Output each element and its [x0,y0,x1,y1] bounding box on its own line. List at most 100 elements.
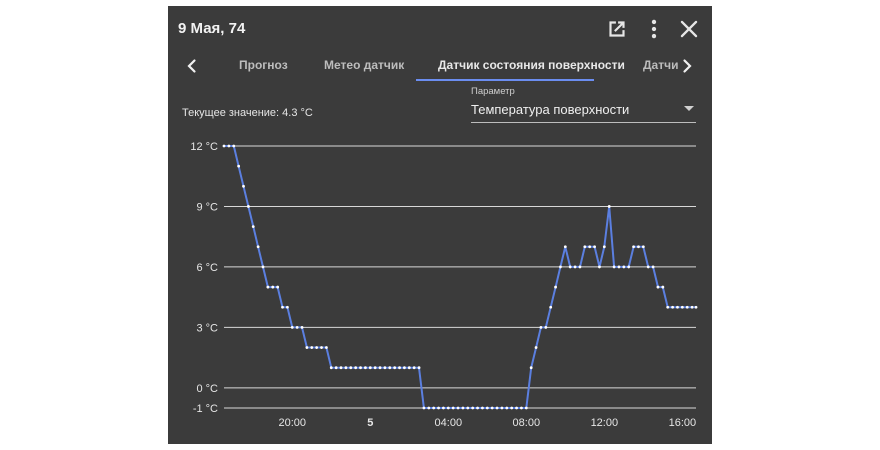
data-point [276,285,280,289]
data-point [598,265,601,269]
data-point [568,265,572,269]
data-point [505,406,509,410]
data-point [339,366,343,370]
data-point [368,366,372,370]
data-point [578,265,582,269]
y-tick-label: 0 °C [196,383,218,395]
data-point [666,305,670,309]
x-tick-label: 5 [367,417,373,429]
x-tick-label: 12:00 [591,417,619,429]
data-point [256,245,260,249]
tab-bar: Прогноз Метео датчик Датчик состояния по… [168,50,712,82]
data-point [271,285,275,289]
data-point [490,406,494,410]
tab-scroll-right-button[interactable] [679,58,695,74]
more-button[interactable] [641,16,667,42]
data-point [237,164,241,168]
data-point [246,205,250,208]
data-point [500,406,504,410]
active-tab-indicator [416,79,594,81]
data-point [515,406,518,410]
data-point [266,285,270,289]
chevron-left-icon [187,59,196,73]
data-point [427,406,431,410]
data-point [432,406,436,410]
data-point [602,245,606,249]
data-point [359,366,362,370]
data-point [554,285,557,289]
more-vert-icon [651,19,657,39]
tab-weather-sensor[interactable]: Метео датчик [324,58,405,72]
open-external-button[interactable] [604,16,630,42]
data-point [461,406,465,410]
data-point [510,406,514,410]
data-point [305,346,309,349]
data-point [320,346,323,349]
data-point [690,305,694,309]
data-point [422,406,426,410]
tab-surface-sensor[interactable]: Датчик состояния поверхности [438,58,625,72]
data-point [310,346,314,349]
data-point [451,406,455,410]
data-point [417,366,421,370]
tab-scroll-left-button[interactable] [184,58,200,74]
data-point [373,366,377,370]
chevron-right-icon [683,59,692,73]
y-tick-label: -1 °C [193,403,218,415]
data-point [661,285,665,289]
data-point [354,366,358,370]
tab-sensor-truncated[interactable]: Датчик [643,58,679,72]
data-point [559,265,562,269]
dialog-title: 9 Мая, 74 [178,20,246,37]
data-point [251,225,255,229]
data-point [471,406,475,410]
data-point [588,245,592,249]
x-tick-label: 04:00 [435,417,463,429]
data-point [481,406,484,410]
data-point [646,265,650,269]
parameter-select-value: Температура поверхности [471,102,630,117]
current-value-text: Текущее значение: 4.3 °C [182,107,313,119]
tab-forecast[interactable]: Прогноз [239,58,288,72]
data-point [656,285,660,289]
close-button[interactable] [676,16,702,42]
data-point [485,406,489,410]
parameter-select[interactable]: Температура поверхности [471,100,696,123]
data-point [676,305,679,309]
data-point [324,346,328,349]
data-point [524,406,528,410]
data-point [573,265,577,269]
data-point [694,305,698,309]
dropdown-caret-icon [684,106,694,111]
data-point [261,265,265,269]
data-point [563,245,567,249]
temperature-chart: 12 °C 9 °C 6 °C 3 °C 0 °C -1 °C 20:00 5 04:00 08:… [190,141,698,429]
dialog: 9 Мая, 74 Прогноз Метео датчик Датчик со… [168,6,712,444]
data-point [637,245,640,249]
data-point [632,245,635,249]
data-point [334,366,338,370]
y-tick-label: 12 °C [190,141,218,153]
data-point [242,184,245,188]
data-point [617,265,621,269]
data-point [641,245,645,249]
data-point [388,366,392,370]
x-tick-label: 08:00 [513,417,541,429]
data-point [383,366,387,370]
data-point [622,265,626,269]
data-point [456,406,460,410]
x-tick-label: 16:00 [669,417,697,429]
data-point [539,325,543,329]
data-point [607,205,611,208]
data-point [529,366,533,370]
data-point [549,305,553,309]
data-point [349,366,353,370]
data-point [344,366,348,370]
y-tick-label: 9 °C [196,201,218,213]
data-point [227,144,231,148]
data-point [364,366,367,370]
open-external-icon [609,21,625,37]
data-point [300,325,304,329]
data-point [329,366,333,370]
data-point [651,265,655,269]
